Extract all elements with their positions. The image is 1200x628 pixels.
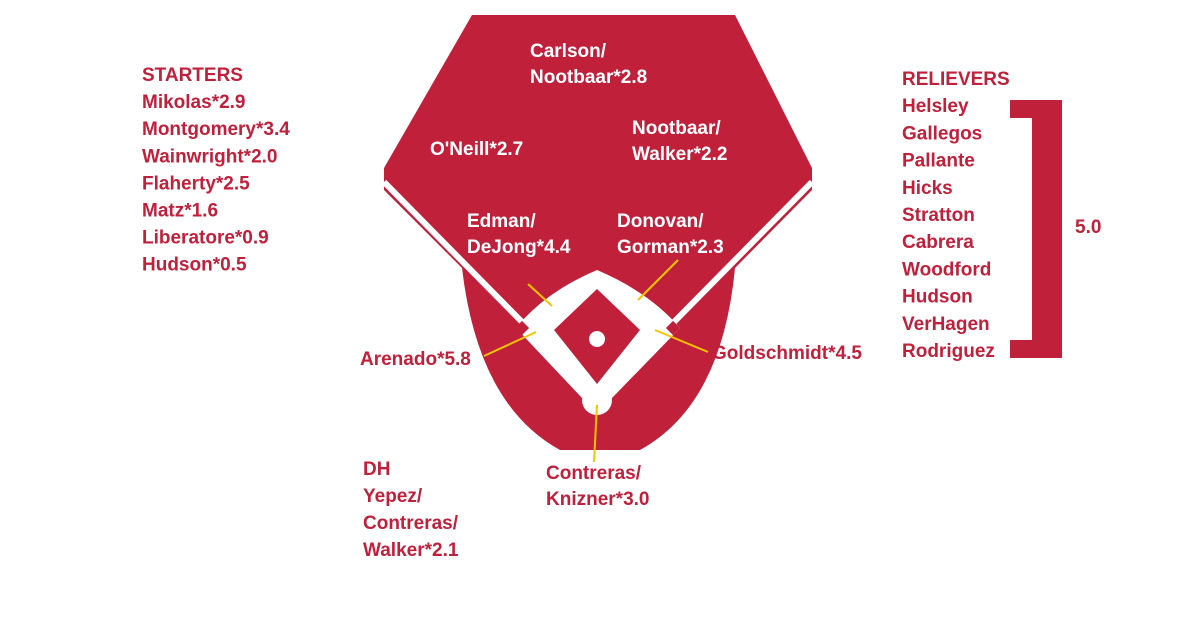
player: Rodriguez: [902, 341, 995, 362]
position-label: Contreras/: [546, 463, 642, 484]
pointer-lines: [483, 259, 709, 463]
player: Montgomery*3.4: [142, 119, 290, 140]
player: Mikolas*2.9: [142, 92, 246, 113]
position-label: Gorman*2.3: [617, 237, 724, 258]
group-value: 5.0: [1075, 217, 1101, 238]
position-label: Nootbaar*2.8: [530, 67, 647, 88]
player: Cabrera: [902, 232, 974, 253]
position-label: Goldschmidt*4.5: [712, 343, 862, 364]
list-title: STARTERS: [142, 65, 243, 86]
home-plate-area: [582, 385, 612, 415]
position-label: Carlson/: [530, 41, 607, 62]
position-label: DeJong*4.4: [467, 237, 571, 258]
player: Liberatore*0.9: [142, 228, 269, 249]
position-label: Walker*2.2: [632, 144, 727, 165]
player: Yepez/: [363, 486, 423, 507]
pointer-first-base: [654, 329, 709, 353]
player: Hudson*0.5: [142, 255, 247, 276]
position-label: Knizner*3.0: [546, 489, 649, 510]
position-label: Nootbaar/: [632, 118, 721, 139]
player: Flaherty*2.5: [142, 173, 250, 194]
position-label: Edman/: [467, 211, 536, 232]
player: Hudson: [902, 287, 973, 308]
foul-line-right: [669, 179, 815, 327]
foul-line-left: [381, 179, 527, 327]
reliever-bracket: [1010, 100, 1062, 358]
position-label: O'Neill*2.7: [430, 139, 523, 160]
player: Walker*2.1: [363, 540, 459, 561]
player: Matz*1.6: [142, 201, 218, 222]
pointer-shortstop: [527, 283, 553, 307]
player: Wainwright*2.0: [142, 146, 277, 167]
third-base: [514, 320, 530, 336]
pointer-second-base: [637, 259, 679, 301]
pitchers-mound: [589, 331, 605, 347]
first-base: [665, 320, 681, 336]
list-title: DH: [363, 459, 390, 480]
player: Pallante: [902, 151, 975, 172]
position-label: Donovan/: [617, 211, 704, 232]
pointer-catcher: [593, 404, 598, 463]
player: Stratton: [902, 205, 975, 226]
field: [384, 15, 812, 450]
position-label: Arenado*5.8: [360, 349, 471, 370]
player: VerHagen: [902, 314, 990, 335]
player: Woodford: [902, 259, 991, 280]
player: Hicks: [902, 178, 953, 199]
player: Contreras/: [363, 513, 459, 534]
player: Helsley: [902, 96, 969, 117]
list-title: RELIEVERS: [902, 69, 1010, 90]
player: Gallegos: [902, 123, 982, 144]
pointer-third-base: [483, 331, 537, 357]
